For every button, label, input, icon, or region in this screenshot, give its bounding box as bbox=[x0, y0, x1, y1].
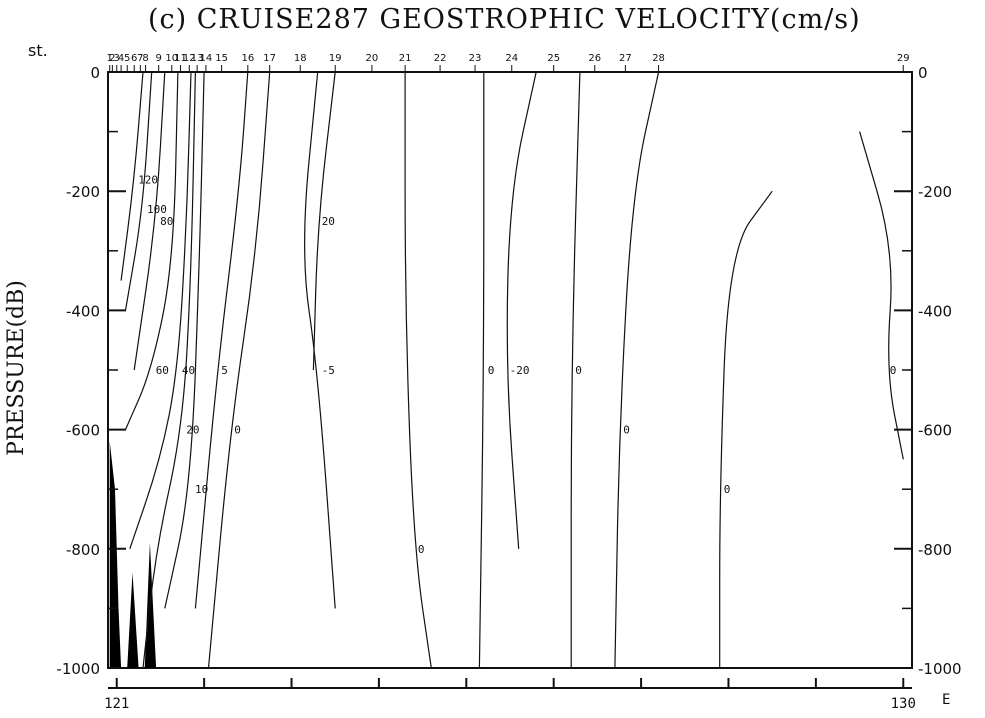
station-label: 7 bbox=[137, 53, 143, 64]
station-label: 22 bbox=[434, 53, 447, 64]
station-label: 15 bbox=[215, 53, 228, 64]
contour-label: 5 bbox=[221, 364, 228, 377]
chart-title: (c) CRUISE287 GEOSTROPHIC VELOCITY(cm/s) bbox=[148, 4, 861, 35]
x-tick-label: 121 bbox=[104, 696, 129, 712]
x-unit-label: E bbox=[942, 692, 950, 708]
station-label: 11 bbox=[174, 53, 187, 64]
station-label: 24 bbox=[505, 53, 518, 64]
contour-line-0 bbox=[859, 131, 904, 460]
station-label: 25 bbox=[547, 53, 560, 64]
contour-label: 0 bbox=[623, 424, 630, 437]
contour-label: 10 bbox=[195, 483, 208, 496]
contour-label: 120 bbox=[138, 173, 158, 186]
contour-label: 20 bbox=[322, 215, 335, 228]
station-label: 6 bbox=[131, 53, 137, 64]
contour-label: 40 bbox=[182, 364, 195, 377]
y-tick-label-left: -400 bbox=[66, 302, 100, 320]
contour-line-20 bbox=[312, 71, 336, 371]
station-prefix: st. bbox=[28, 41, 48, 60]
y-tick-label-right: -800 bbox=[918, 541, 952, 559]
contour-line--5 bbox=[304, 71, 336, 609]
station-label: 14 bbox=[200, 53, 213, 64]
station-label: 20 bbox=[366, 53, 379, 64]
contour-line-0 bbox=[207, 71, 271, 669]
contour-label: 60 bbox=[156, 364, 169, 377]
contour-label: 0 bbox=[234, 424, 241, 437]
contour-line-0 bbox=[614, 71, 660, 669]
station-label: 13 bbox=[191, 53, 204, 64]
contour-line-0 bbox=[719, 190, 773, 668]
station-label: 23 bbox=[469, 53, 482, 64]
contour-line-60 bbox=[124, 71, 179, 430]
station-label: 5 bbox=[124, 53, 130, 64]
y-tick-label-left: -1000 bbox=[56, 660, 100, 678]
station-label: 21 bbox=[399, 53, 412, 64]
contour-line-0 bbox=[478, 72, 485, 669]
y-tick-label-right: -600 bbox=[918, 422, 952, 440]
contour-label: 20 bbox=[186, 424, 199, 437]
contour-line-5 bbox=[194, 71, 249, 609]
y-tick-label-left: -800 bbox=[66, 541, 100, 559]
station-label: 2 bbox=[109, 53, 115, 64]
contour-label: 0 bbox=[575, 364, 582, 377]
y-tick-label-right: -200 bbox=[918, 183, 952, 201]
contour-line-0 bbox=[404, 72, 432, 669]
y-tick-label-right: 0 bbox=[918, 64, 928, 82]
contour-line-20 bbox=[142, 71, 196, 669]
contour-label: 100 bbox=[147, 203, 167, 216]
contour-line-0 bbox=[570, 71, 581, 668]
station-label: 27 bbox=[619, 53, 632, 64]
contour-label: 0 bbox=[724, 483, 731, 496]
station-label: 3 bbox=[114, 53, 120, 64]
contour-line--20 bbox=[506, 71, 537, 549]
y-tick-label-left: -600 bbox=[66, 422, 100, 440]
contour-line-100 bbox=[124, 71, 153, 311]
station-label: 9 bbox=[155, 53, 161, 64]
contour-label: -20 bbox=[510, 364, 530, 377]
contour-line-10 bbox=[164, 71, 205, 609]
station-label: 28 bbox=[652, 53, 665, 64]
y-tick-label-left: -200 bbox=[66, 183, 100, 201]
station-label: 1 bbox=[107, 53, 113, 64]
y-tick-label-right: -1000 bbox=[918, 660, 962, 678]
contour-label: 0 bbox=[890, 364, 897, 377]
station-label: 17 bbox=[263, 53, 276, 64]
contour-label: 80 bbox=[160, 215, 173, 228]
contour-line-80 bbox=[133, 71, 166, 371]
x-tick-label: 130 bbox=[891, 696, 916, 712]
station-label: 12 bbox=[183, 53, 196, 64]
contour-line-40 bbox=[129, 71, 192, 549]
station-label: 10 bbox=[165, 53, 178, 64]
y-tick-label-right: -400 bbox=[918, 302, 952, 320]
station-label: 19 bbox=[329, 53, 342, 64]
station-label: 29 bbox=[897, 53, 910, 64]
station-label: 16 bbox=[241, 53, 254, 64]
station-label: 18 bbox=[294, 53, 307, 64]
contour-label: -5 bbox=[322, 364, 335, 377]
y-tick-label-left: 0 bbox=[90, 64, 100, 82]
station-label: 26 bbox=[588, 53, 601, 64]
contour-label: 0 bbox=[418, 543, 425, 556]
contour-label: 0 bbox=[488, 364, 495, 377]
station-label: 4 bbox=[118, 53, 124, 64]
bathymetry-shading bbox=[109, 441, 157, 668]
station-label: 8 bbox=[142, 53, 148, 64]
contour-line-120 bbox=[120, 71, 144, 281]
